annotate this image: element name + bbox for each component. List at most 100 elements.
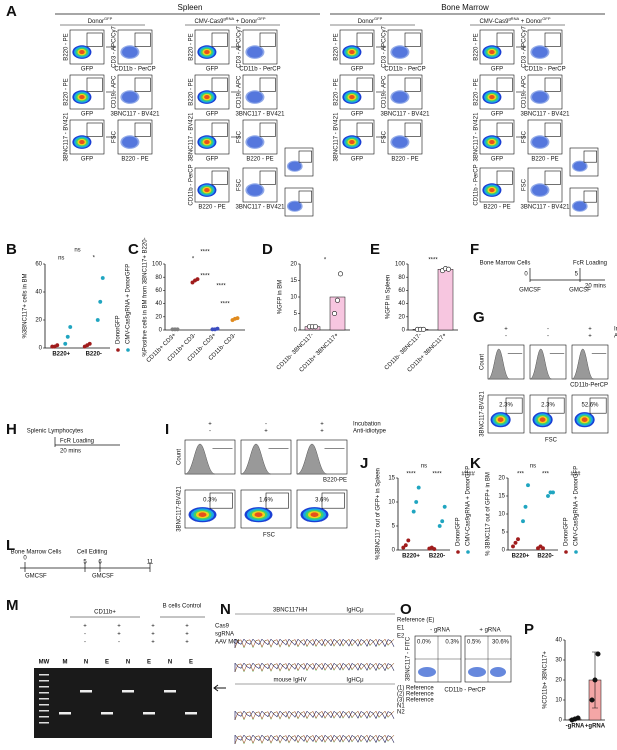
axis-label: GFP [206, 112, 218, 118]
axis-label: CD3 - APC/Cy7 [112, 26, 118, 68]
y-axis-label: %3BNC117+ cells in BM [23, 273, 29, 338]
label: 0 [23, 556, 27, 562]
y-tick-label: 10 [388, 500, 395, 506]
lane-label: E [147, 660, 151, 666]
flow-density [120, 90, 140, 104]
gate [496, 170, 513, 185]
percent: 0.5% [467, 640, 481, 646]
axis-label: B220 - PE [189, 78, 195, 105]
data-point [513, 540, 518, 545]
label: 6 [98, 560, 102, 566]
axis-label: 3BNC117 - BV421 [236, 112, 286, 118]
trace [234, 710, 395, 720]
percent: 2.3% [499, 403, 513, 409]
y-axis-label: %Positive cells in BM from 3BNC117+ B220… [143, 237, 149, 356]
tissue-header: Bone Marrow [441, 3, 489, 12]
trace [234, 710, 395, 721]
density [288, 201, 302, 211]
label: 0 [524, 272, 528, 278]
text-part: CMV-Cas9 [479, 19, 509, 25]
density [489, 95, 495, 100]
flow-density [197, 90, 217, 104]
axis-label: CD11b - PerCP [239, 67, 280, 73]
axis-label: GFP [351, 67, 363, 73]
significance: **** [200, 274, 210, 280]
axis-label: CD11b - PerCP [474, 164, 480, 205]
density [539, 417, 546, 422]
flow-density [571, 200, 588, 212]
gel-band [122, 690, 134, 693]
panel-letter: D [262, 241, 273, 258]
trace [234, 734, 395, 744]
axis-label: 3BNC117-BV421 [480, 391, 486, 437]
significance: ### [570, 472, 581, 478]
trace [234, 734, 395, 744]
flow-density [197, 45, 217, 59]
axis-label: FSC [522, 178, 528, 191]
gate [321, 492, 345, 509]
data-point [65, 334, 70, 339]
axis-label: CD3 - APC/Cy7 [522, 26, 528, 68]
flow-density [245, 45, 265, 59]
x-tick-label: B220- [537, 554, 553, 560]
flow-density [197, 135, 217, 149]
axis-label: GFP [81, 67, 93, 73]
y-tick-label: 10 [498, 512, 505, 518]
legend-entry: DonorGFP [456, 517, 462, 546]
sign: + [151, 624, 155, 630]
label: E1 [397, 626, 405, 632]
density [497, 417, 504, 422]
trace [234, 662, 395, 672]
sign: - [547, 334, 549, 340]
gate [589, 397, 607, 414]
ladder-band [39, 704, 49, 706]
data-point [432, 547, 437, 552]
axis-label: GFP [491, 112, 503, 118]
y-tick-label: 60 [155, 288, 162, 294]
y-tick-label: 15 [498, 494, 505, 500]
flow-density [530, 183, 550, 197]
x-tick-label: B220+ [52, 352, 70, 358]
gel-band [185, 712, 197, 715]
group-header: CMV-Cas9gRNA + DonorGFP [479, 16, 550, 25]
label: + gRNA [479, 628, 500, 634]
data-point [523, 504, 528, 509]
axis [397, 478, 450, 551]
density [247, 136, 263, 148]
flow-density [482, 90, 502, 104]
gate [134, 122, 151, 137]
histogram [296, 443, 328, 475]
axis-label: 3BNC117 - BV421 [381, 112, 431, 118]
sign: + [117, 624, 121, 630]
label: 5 [575, 272, 579, 278]
sign: + [208, 422, 212, 428]
sign: - [84, 632, 86, 638]
significance: **** [200, 250, 210, 256]
axis [44, 264, 110, 349]
chromatogram [234, 662, 395, 673]
density [468, 667, 486, 677]
axis-label: GFP [206, 67, 218, 73]
axis-label: CD3 - APC/Cy7 [382, 26, 388, 68]
density [122, 91, 138, 103]
data-point [511, 544, 516, 549]
flow-density [530, 45, 550, 59]
significance: ns [74, 248, 80, 254]
x-tick-label: B220- [429, 554, 445, 560]
panel-letter: K [470, 455, 481, 472]
data-point [87, 341, 92, 346]
axis-label: CD11b - PerCP [524, 67, 565, 73]
data-point [95, 318, 100, 323]
label: mouse IgHV [273, 678, 306, 684]
ladder-band [39, 716, 49, 718]
axis-label: 3BNC117 - BV421 [111, 112, 161, 118]
label: 5 [83, 560, 87, 566]
sign: - [209, 429, 211, 435]
significance: * [93, 256, 96, 262]
data-point [445, 266, 451, 272]
legend-swatch [564, 550, 568, 554]
bar [437, 269, 454, 331]
gate [209, 492, 233, 509]
density [532, 136, 548, 148]
legend-entry: CMV-Cas9gRNA + DonorGFP [126, 264, 132, 344]
